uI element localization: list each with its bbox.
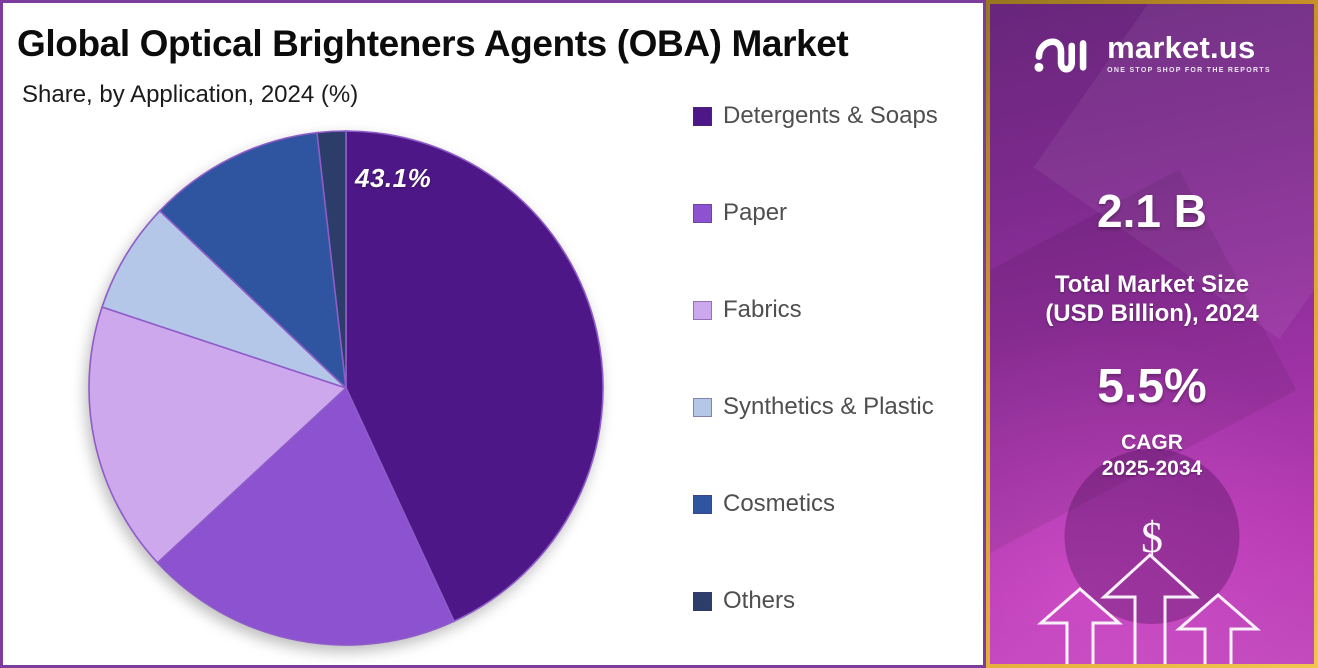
marketus-logo-icon (1034, 38, 1087, 73)
pie-chart-svg (88, 130, 604, 646)
market-size-label-line2: (USD Billion), 2024 (1045, 300, 1259, 327)
pie-slice-others (316, 130, 347, 389)
chart-panel: Global Optical Brighteners Agents (OBA) … (0, 0, 986, 668)
pie-slice-fabrics (88, 306, 348, 564)
legend-item: Synthetics & Plastic (693, 393, 938, 420)
page-title: Global Optical Brighteners Agents (OBA) … (17, 23, 849, 64)
legend-label: Synthetics & Plastic (723, 393, 934, 420)
legend-item: Fabrics (693, 296, 938, 323)
sidebar: market.us ONE STOP SHOP FOR THE REPORTS … (990, 4, 1314, 664)
legend-item: Paper (693, 199, 938, 226)
legend-label: Fabrics (723, 296, 802, 323)
sidebar-frame: market.us ONE STOP SHOP FOR THE REPORTS … (986, 0, 1318, 668)
legend-swatch-icon (693, 106, 712, 126)
legend-label: Paper (723, 199, 788, 226)
pie-slice-paper (156, 386, 456, 646)
market-size-label: Total Market Size (USD Billion), 2024 (990, 270, 1314, 328)
brand-logo: market.us ONE STOP SHOP FOR THE REPORTS (990, 28, 1314, 78)
growth-arrows-icon (1036, 552, 1262, 664)
legend-swatch-icon (693, 203, 712, 223)
pie-data-label: 43.1% (355, 163, 432, 193)
pie-slice-detergents-soaps (345, 130, 604, 623)
legend-swatch-icon (693, 300, 712, 320)
brand-tagline: ONE STOP SHOP FOR THE REPORTS (1107, 67, 1271, 74)
legend-swatch-icon (693, 397, 712, 417)
cagr-value: 5.5% (1097, 360, 1207, 413)
pie-slice-synthetics-plastic (101, 209, 347, 389)
cagr-label: CAGR 2025-2034 (990, 430, 1314, 482)
pie-chart (85, 127, 607, 649)
legend-item: Cosmetics (693, 490, 938, 517)
legend-swatch-icon (693, 591, 712, 611)
legend-item: Others (693, 587, 938, 614)
chart-subtitle: Share, by Application, 2024 (%) (22, 81, 359, 108)
dollar-icon: $ (1141, 513, 1163, 562)
legend-item: Detergents & Soaps (693, 102, 938, 129)
market-size-value: 2.1 B (1097, 185, 1207, 237)
cagr-label-line2: 2025-2034 (1101, 457, 1203, 480)
brand-name: market.us (1107, 30, 1256, 65)
legend-label: Others (723, 587, 796, 614)
cagr-label-line1: CAGR (1121, 431, 1183, 454)
chart-legend: Detergents & Soaps Paper Fabrics Synthetics… (693, 102, 938, 668)
pie-slice-cosmetics (158, 131, 348, 391)
brand-text-block: market.us ONE STOP SHOP FOR THE REPORTS (1107, 32, 1271, 74)
legend-label: Cosmetics (723, 490, 836, 517)
legend-swatch-icon (693, 494, 712, 514)
market-size-label-line1: Total Market Size (1054, 271, 1250, 298)
legend-label: Detergents & Soaps (723, 102, 938, 129)
